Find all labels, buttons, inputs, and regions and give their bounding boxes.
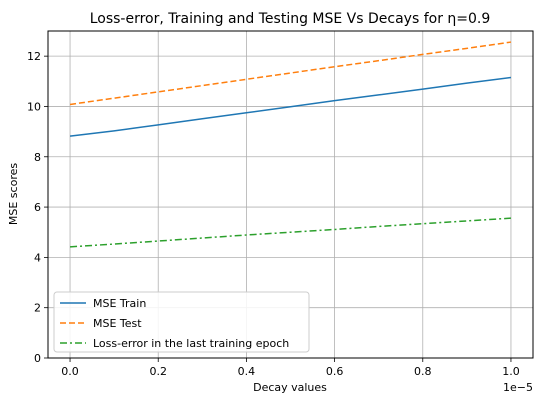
x-tick-label: 0.6 — [326, 365, 344, 378]
x-axis-label: Decay values — [253, 381, 327, 394]
x-axis-offset-label: 1e−5 — [503, 381, 533, 394]
legend-label: Loss-error in the last training epoch — [93, 337, 289, 350]
x-tick-label: 0.8 — [414, 365, 432, 378]
x-tick-label: 0.0 — [61, 365, 79, 378]
y-tick-label: 4 — [34, 251, 41, 264]
chart-title: Loss-error, Training and Testing MSE Vs … — [90, 11, 491, 27]
x-tick-label: 0.4 — [238, 365, 256, 378]
y-tick-label: 12 — [27, 50, 41, 63]
y-tick-label: 2 — [34, 302, 41, 315]
series-line-3 — [70, 217, 511, 248]
y-tick-label: 10 — [27, 100, 41, 113]
y-axis-label: MSE scores — [7, 163, 20, 225]
legend: MSE Train MSE Test Loss-error in the last … — [53, 291, 310, 353]
y-axis: 0 2 4 6 8 10 12 — [27, 50, 48, 365]
x-axis: 0.0 0.2 0.4 0.6 0.8 1.0 — [61, 358, 520, 378]
y-tick-label: 0 — [34, 352, 41, 365]
legend-box — [53, 291, 310, 353]
series-layer — [69, 41, 512, 248]
y-tick-label: 8 — [34, 151, 41, 164]
grid-lines — [48, 31, 533, 359]
y-tick-label: 6 — [34, 201, 41, 214]
legend-label: MSE Test — [93, 317, 142, 330]
x-tick-label: 1.0 — [502, 365, 520, 378]
legend-label: MSE Train — [93, 297, 146, 310]
series-line-2 — [69, 41, 512, 106]
plot-area-frame — [47, 30, 534, 359]
x-tick-label: 0.2 — [149, 365, 167, 378]
series-line-1 — [69, 76, 512, 137]
